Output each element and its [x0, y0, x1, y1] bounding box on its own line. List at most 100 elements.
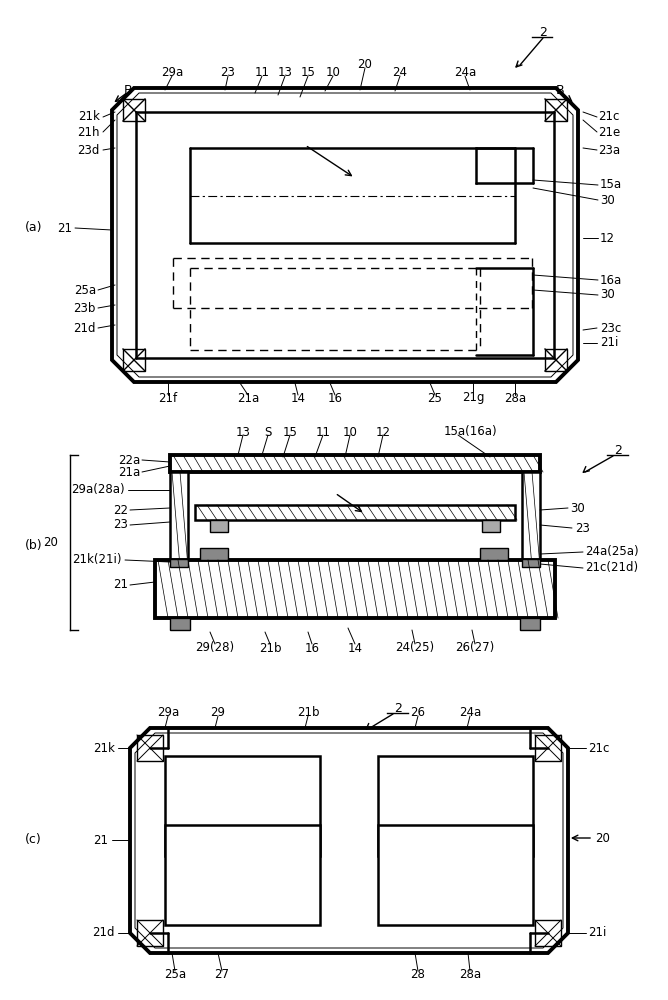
Text: 25a: 25a: [74, 284, 96, 296]
Bar: [170, 472, 188, 567]
Bar: [522, 559, 540, 567]
Text: 23: 23: [575, 522, 590, 534]
Text: 13: 13: [236, 426, 250, 438]
Bar: [378, 756, 533, 856]
Text: 25a: 25a: [164, 968, 186, 982]
Bar: [545, 349, 567, 371]
Bar: [170, 455, 540, 472]
Text: 21f: 21f: [158, 391, 178, 404]
Bar: [520, 618, 540, 630]
Bar: [535, 920, 561, 946]
Bar: [155, 560, 555, 618]
Text: 21h: 21h: [77, 125, 100, 138]
Text: 23: 23: [113, 518, 128, 532]
Text: 12: 12: [375, 426, 391, 438]
Text: 24(25): 24(25): [395, 642, 435, 654]
Text: 29a: 29a: [157, 706, 179, 718]
Text: 11: 11: [255, 66, 269, 80]
Bar: [123, 349, 145, 371]
Text: 11: 11: [315, 426, 331, 438]
Text: 21a: 21a: [118, 466, 140, 479]
Bar: [165, 756, 320, 856]
Text: 2: 2: [539, 25, 547, 38]
Text: 15: 15: [283, 426, 297, 438]
Text: 23: 23: [220, 66, 235, 80]
Text: 10: 10: [343, 426, 357, 438]
Text: 24: 24: [393, 66, 407, 80]
Bar: [170, 618, 190, 630]
Text: B: B: [124, 84, 132, 97]
Text: 23b: 23b: [73, 302, 96, 314]
Text: 21c: 21c: [598, 110, 619, 123]
Bar: [200, 548, 228, 560]
Text: 21k(21i): 21k(21i): [73, 554, 122, 566]
Text: 20: 20: [595, 832, 610, 844]
Text: 16: 16: [327, 391, 343, 404]
Text: 10: 10: [325, 66, 341, 80]
Bar: [378, 825, 533, 925]
Bar: [535, 735, 561, 761]
Text: (c): (c): [25, 834, 41, 846]
Text: 15a(16a): 15a(16a): [443, 426, 497, 438]
Text: 2: 2: [614, 444, 622, 456]
Text: 29a: 29a: [161, 66, 183, 80]
Text: 21b: 21b: [297, 706, 319, 718]
Text: 28a: 28a: [504, 391, 526, 404]
Text: 21i: 21i: [588, 926, 607, 940]
Text: 23d: 23d: [77, 143, 100, 156]
Bar: [165, 825, 320, 925]
Text: 25: 25: [428, 391, 442, 404]
Text: 15: 15: [301, 66, 315, 80]
Text: 24a: 24a: [454, 66, 476, 80]
Text: 21a: 21a: [237, 391, 259, 404]
Text: S: S: [265, 426, 272, 438]
Text: 29a(28a): 29a(28a): [71, 484, 125, 496]
Bar: [137, 920, 163, 946]
Text: 21d: 21d: [73, 322, 96, 334]
Bar: [195, 505, 515, 520]
Text: 22: 22: [113, 504, 128, 516]
Text: 21k: 21k: [78, 110, 100, 123]
Text: 14: 14: [291, 391, 305, 404]
Text: 28a: 28a: [459, 968, 481, 982]
Bar: [480, 548, 508, 560]
Text: 30: 30: [600, 194, 615, 207]
Text: 21c(21d): 21c(21d): [585, 562, 638, 574]
Polygon shape: [112, 88, 578, 382]
Text: 21: 21: [113, 578, 128, 591]
Text: 21e: 21e: [598, 125, 621, 138]
Text: 29: 29: [210, 706, 226, 718]
Text: 16a: 16a: [600, 273, 623, 286]
Bar: [522, 472, 540, 567]
Text: 30: 30: [600, 288, 615, 302]
Text: 13: 13: [278, 66, 293, 80]
Bar: [137, 735, 163, 761]
Text: 24a(25a): 24a(25a): [585, 546, 639, 558]
Text: 23a: 23a: [598, 143, 620, 156]
Text: 21d: 21d: [92, 926, 115, 940]
Text: 21k: 21k: [93, 742, 115, 754]
Text: 30: 30: [570, 502, 584, 514]
Bar: [210, 520, 228, 532]
Text: 21: 21: [57, 222, 72, 234]
Bar: [123, 99, 145, 121]
Text: B: B: [556, 84, 564, 97]
Text: 28: 28: [411, 968, 426, 982]
Text: 12: 12: [600, 232, 615, 244]
Text: 26: 26: [411, 706, 426, 718]
Bar: [482, 520, 500, 532]
Text: (b): (b): [25, 538, 43, 552]
Text: 21i: 21i: [600, 336, 619, 350]
Polygon shape: [130, 728, 568, 953]
Text: 29(28): 29(28): [196, 642, 234, 654]
Text: 16: 16: [305, 642, 319, 654]
Text: 23c: 23c: [600, 322, 621, 334]
Text: 2: 2: [394, 702, 402, 714]
Text: 14: 14: [347, 642, 363, 654]
Bar: [170, 559, 188, 567]
Bar: [545, 99, 567, 121]
Text: 21g: 21g: [462, 391, 484, 404]
Text: 24a: 24a: [459, 706, 481, 718]
Text: 21c: 21c: [588, 742, 609, 754]
Text: 26(27): 26(27): [456, 642, 494, 654]
